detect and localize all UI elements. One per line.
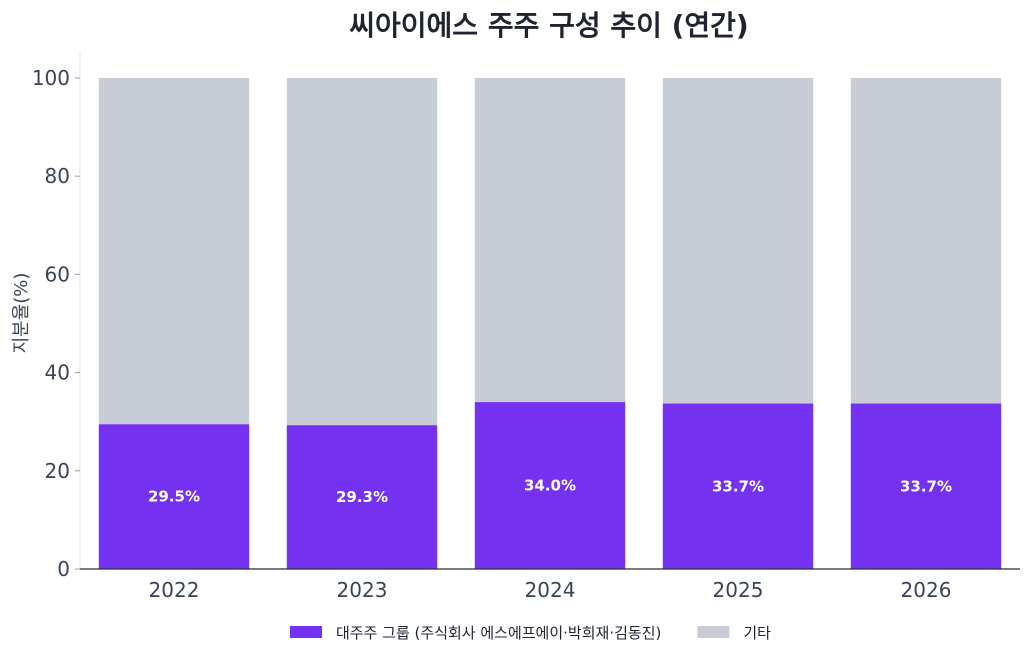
x-tick-label: 2024 — [525, 578, 576, 602]
legend-swatch-major-shareholder — [290, 626, 322, 638]
legend-swatch-other — [697, 626, 730, 638]
chart-title: 씨아이에스 주주 구성 추이 (연간) — [349, 9, 748, 42]
legend-label-major-shareholder: 대주주 그룹 (주식회사 에스에프에이·박희재·김동진) — [336, 624, 661, 642]
x-tick-label: 2023 — [337, 578, 388, 602]
x-tick-label: 2026 — [901, 578, 952, 602]
bar-value-label: 29.3% — [336, 488, 388, 506]
bar-other-2022 — [98, 78, 250, 425]
legend: 대주주 그룹 (주식회사 에스에프에이·박희재·김동진) 기타 — [290, 624, 771, 642]
bar-other-2026 — [850, 78, 1002, 404]
bar-other-2023 — [286, 78, 438, 426]
y-tick-label: 40 — [45, 361, 70, 385]
legend-label-other: 기타 — [743, 624, 771, 642]
bar-value-label: 29.5% — [148, 488, 200, 506]
bar-other-2025 — [662, 78, 814, 404]
bar-major-shareholder-2023 — [286, 425, 438, 569]
y-tick-label: 80 — [45, 164, 70, 188]
x-tick-label: 2025 — [713, 578, 764, 602]
y-tick-label: 60 — [45, 262, 70, 286]
y-tick-label: 0 — [57, 557, 70, 581]
bar-major-shareholder-2026 — [850, 403, 1002, 569]
x-tick-label: 2022 — [149, 578, 200, 602]
bar-value-label: 33.7% — [900, 477, 952, 495]
bar-other-2024 — [474, 78, 626, 403]
bar-major-shareholder-2022 — [98, 424, 250, 569]
bar-value-label: 34.0% — [524, 477, 576, 495]
y-tick-label: 100 — [32, 66, 70, 90]
bar-major-shareholder-2025 — [662, 403, 814, 569]
plot-area: 29.5% 2022 29.3% 2023 34.0% 2024 33.7% 2025 33.7… — [32, 52, 1020, 602]
bar-value-label: 33.7% — [712, 477, 764, 495]
bar-major-shareholder-2024 — [474, 402, 626, 569]
y-tick-label: 20 — [45, 459, 70, 483]
y-axis-label: 지분율(%) — [11, 273, 32, 354]
